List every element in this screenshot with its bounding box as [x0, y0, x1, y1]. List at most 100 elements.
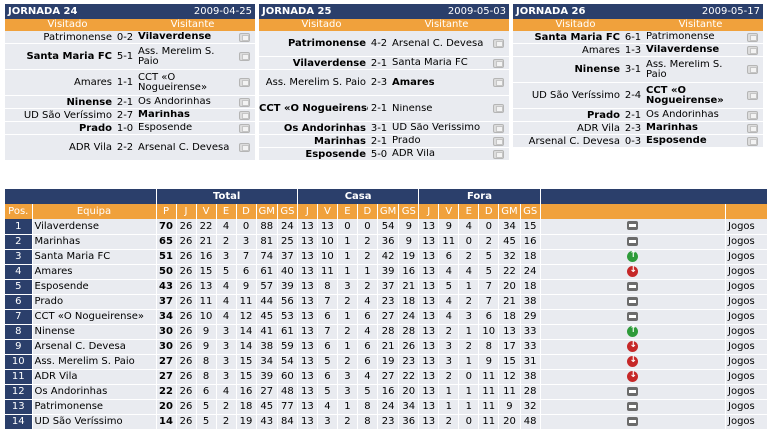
match-score[interactable]: 2-7 [116, 109, 134, 121]
match-row[interactable]: ADR Vila 2-3 Marinhas [513, 122, 763, 135]
tv-icon[interactable] [744, 45, 760, 56]
tv-icon[interactable] [490, 77, 506, 88]
match-row[interactable]: Santa Maria FC 6-1 Patrimonense [513, 31, 763, 44]
match-score[interactable]: 5-1 [116, 51, 134, 62]
tv-icon[interactable] [744, 123, 760, 134]
row-team[interactable]: ADR Vila [32, 369, 157, 385]
match-home-team[interactable]: Marinhas [314, 135, 366, 147]
match-row[interactable]: Ninense 3-1 Ass. Merelim S. Paio [513, 57, 763, 83]
match-row[interactable]: Os Andorinhas 3-1 UD São Veríssimo [259, 122, 509, 135]
jogos-link[interactable]: Jogos [725, 309, 768, 325]
match-row[interactable]: ADR Vila 2-2 Arsenal C. Devesa [5, 135, 255, 161]
match-score[interactable]: 0-3 [624, 135, 642, 147]
match-score[interactable]: 2-3 [624, 122, 642, 134]
match-home-team[interactable]: ADR Vila [69, 142, 112, 153]
tv-icon[interactable] [744, 136, 760, 147]
row-team[interactable]: Patrimonense [32, 399, 157, 415]
match-away-team[interactable]: Amares [392, 77, 435, 88]
match-home-team[interactable]: Amares [582, 44, 620, 56]
match-home-team[interactable]: CCT «O Nogueirense» [259, 103, 368, 114]
match-row[interactable]: Prado 2-1 Os Andorinhas [513, 109, 763, 122]
tv-icon[interactable] [744, 110, 760, 121]
jogos-link[interactable]: Jogos [725, 384, 768, 400]
match-away-team[interactable]: Vilaverdense [646, 45, 720, 55]
tv-icon[interactable] [744, 90, 760, 101]
match-home-team[interactable]: Santa Maria FC [26, 51, 112, 62]
tv-icon[interactable] [236, 142, 252, 153]
match-score[interactable]: 3-1 [370, 122, 388, 134]
match-row[interactable]: Prado 1-0 Esposende [5, 122, 255, 135]
match-away-team[interactable]: Esposende [646, 136, 707, 146]
match-away-team[interactable]: CCT «O Nogueirense» [138, 72, 208, 93]
match-row[interactable]: Patrimonense 0-2 Vilaverdense [5, 31, 255, 44]
match-home-team[interactable]: Ninense [574, 64, 620, 75]
tv-icon[interactable] [490, 103, 506, 114]
match-away-team[interactable]: Esposende [138, 123, 193, 133]
jogos-link[interactable]: Jogos [725, 249, 768, 265]
jogos-link[interactable]: Jogos [725, 414, 768, 430]
tv-icon[interactable] [236, 110, 252, 121]
row-team[interactable]: Santa Maria FC [32, 249, 157, 265]
row-team[interactable]: CCT «O Nogueirense» [32, 309, 157, 325]
match-away-team[interactable]: Prado [392, 136, 421, 146]
match-score[interactable]: 1-1 [116, 77, 134, 88]
match-away-team[interactable]: Patrimonense [646, 32, 715, 42]
match-score[interactable]: 5-0 [370, 148, 388, 160]
match-away-team[interactable]: Ass. Merelim S. Paio [138, 46, 215, 67]
jogos-link[interactable]: Jogos [725, 369, 768, 385]
jornada-title[interactable]: JORNADA 25 [262, 6, 332, 17]
match-row[interactable]: Patrimonense 4-2 Arsenal C. Devesa [259, 31, 509, 57]
tv-icon[interactable] [236, 123, 252, 134]
tv-icon[interactable] [744, 64, 760, 75]
match-score[interactable]: 3-1 [624, 64, 642, 75]
jornada-title[interactable]: JORNADA 26 [516, 6, 586, 17]
match-away-team[interactable]: CCT «O Nogueirense» [646, 85, 724, 106]
match-row[interactable]: Amares 1-3 Vilaverdense [513, 44, 763, 57]
jogos-link[interactable]: Jogos [725, 279, 768, 295]
jogos-link[interactable]: Jogos [725, 399, 768, 415]
row-team[interactable]: Ninense [32, 324, 157, 340]
tv-icon[interactable] [236, 97, 252, 108]
match-row[interactable]: Esposende 5-0 ADR Vila [259, 148, 509, 161]
match-away-team[interactable]: Os Andorinhas [646, 110, 719, 120]
row-team[interactable]: Marinhas [32, 234, 157, 250]
jogos-link[interactable]: Jogos [725, 354, 768, 370]
match-away-team[interactable]: Vilaverdense [138, 32, 212, 42]
match-away-team[interactable]: Os Andorinhas [138, 97, 211, 107]
match-score[interactable]: 2-1 [370, 57, 388, 69]
match-row[interactable]: Vilaverdense 2-1 Santa Maria FC [259, 57, 509, 70]
row-team[interactable]: Prado [32, 294, 157, 310]
match-row[interactable]: Amares 1-1 CCT «O Nogueirense» [5, 70, 255, 96]
match-home-team[interactable]: Arsenal C. Devesa [528, 135, 620, 147]
match-score[interactable]: 2-1 [624, 109, 642, 121]
match-score[interactable]: 0-2 [116, 31, 134, 43]
jogos-link[interactable]: Jogos [725, 294, 768, 310]
match-score[interactable]: 1-0 [116, 122, 134, 134]
match-away-team[interactable]: ADR Vila [392, 149, 435, 159]
match-away-team[interactable]: Ass. Merelim S. Paio [646, 59, 723, 80]
jogos-link[interactable]: Jogos [725, 264, 768, 280]
match-score[interactable]: 2-3 [370, 77, 388, 88]
match-score[interactable]: 1-3 [624, 44, 642, 56]
row-team[interactable]: UD São Veríssimo [32, 414, 157, 430]
match-score[interactable]: 2-1 [370, 135, 388, 147]
match-row[interactable]: Ass. Merelim S. Paio 2-3 Amares [259, 70, 509, 96]
match-row[interactable]: UD São Veríssimo 2-7 Marinhas [5, 109, 255, 122]
match-home-team[interactable]: UD São Veríssimo [23, 109, 112, 121]
row-team[interactable]: Ass. Merelim S. Paio [32, 354, 157, 370]
match-score[interactable]: 4-2 [370, 38, 388, 49]
match-home-team[interactable]: Esposende [305, 148, 366, 160]
match-away-team[interactable]: Arsenal C. Devesa [392, 38, 484, 49]
match-home-team[interactable]: Prado [78, 122, 112, 134]
tv-icon[interactable] [490, 149, 506, 160]
match-away-team[interactable]: Arsenal C. Devesa [138, 142, 230, 153]
match-away-team[interactable]: Ninense [392, 103, 433, 114]
match-score[interactable]: 2-1 [116, 96, 134, 108]
match-home-team[interactable]: Vilaverdense [292, 57, 366, 69]
jogos-link[interactable]: Jogos [725, 324, 768, 340]
match-score[interactable]: 2-4 [624, 90, 642, 101]
tv-icon[interactable] [490, 123, 506, 134]
row-team[interactable]: Os Andorinhas [32, 384, 157, 400]
match-away-team[interactable]: UD São Veríssimo [392, 123, 481, 133]
match-away-team[interactable]: Marinhas [138, 110, 190, 120]
